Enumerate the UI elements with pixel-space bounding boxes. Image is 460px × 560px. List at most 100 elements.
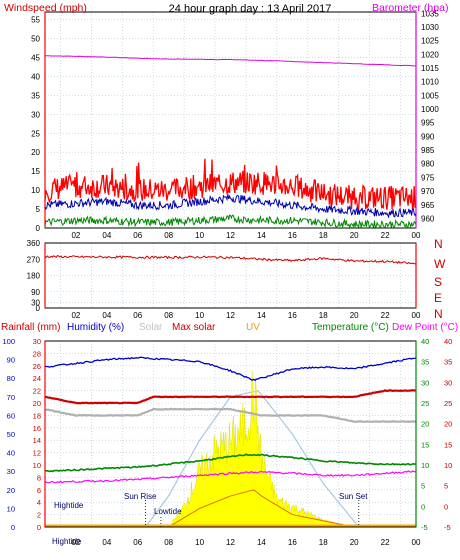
header-label: Humidity (%) — [67, 322, 124, 333]
y2-tick-label: 1010 — [421, 78, 439, 87]
x-tick-label: 02 — [71, 538, 80, 547]
x-tick-label: 06 — [133, 538, 142, 547]
rain-tick-label: 2 — [37, 511, 41, 520]
humidity-tick-label: 100 — [2, 337, 15, 346]
x-tick-label: 00 — [412, 538, 421, 547]
x-tick-label: 10 — [195, 311, 204, 320]
direction-line — [44, 255, 417, 265]
humidity-tick-label: 0 — [11, 523, 15, 532]
y2-tick-label: 1035 — [421, 9, 439, 18]
y-tick-label: 270 — [27, 255, 41, 264]
y2-tick-label: 960 — [421, 214, 435, 223]
x-tick-label: 18 — [319, 538, 328, 547]
dew-point-line — [44, 470, 417, 484]
uv-line — [168, 489, 355, 528]
rain-tick-label: 30 — [33, 337, 41, 346]
humidity-tick-label: 10 — [7, 504, 15, 513]
y2-tick-label: 1015 — [421, 64, 439, 73]
header-label: Rainfall (mm) — [1, 322, 60, 333]
y2-tick-label: 970 — [421, 187, 435, 196]
dew-tick-label: 5 — [444, 482, 448, 491]
y-tick-label: 50 — [31, 35, 40, 44]
header-label: Max solar — [172, 322, 216, 333]
y-tick-label: 35 — [31, 91, 40, 100]
series-line-2 — [44, 194, 417, 219]
dew-tick-label: 30 — [444, 378, 452, 387]
x-tick-label: 18 — [319, 231, 328, 240]
x-tick-label: 10 — [195, 231, 204, 240]
x-tick-label: 02 — [71, 231, 80, 240]
y-tick-label: 30 — [31, 299, 40, 308]
x-tick-label: 00 — [412, 311, 421, 320]
temp-tick-label: 20 — [421, 420, 429, 429]
x-tick-label: 20 — [350, 538, 359, 547]
rain-tick-label: 28 — [33, 349, 41, 358]
x-tick-label: 16 — [288, 231, 297, 240]
temp-tick-label: 25 — [421, 399, 429, 408]
y-tick-label: 0 — [36, 224, 41, 233]
direction-label: S — [434, 275, 442, 289]
dew-tick-label: 15 — [444, 440, 452, 449]
annotation-label: Lowtide — [154, 507, 182, 516]
x-tick-label: 22 — [381, 231, 390, 240]
humidity-line — [44, 356, 417, 382]
temperature-humidity-panel: 0246810121416182022242628300102030405060… — [1, 322, 458, 547]
y-tick-label: 5 — [36, 205, 41, 214]
x-tick-label: 12 — [226, 311, 235, 320]
dew-tick-label: 35 — [444, 358, 452, 367]
y-tick-label: 30 — [31, 110, 40, 119]
x-tick-label: 04 — [102, 538, 111, 547]
humidity-tick-label: 20 — [7, 486, 15, 495]
dew-tick-label: 25 — [444, 399, 452, 408]
direction-label: E — [434, 291, 442, 305]
dew-tick-label: 20 — [444, 420, 452, 429]
x-tick-label: 14 — [257, 538, 266, 547]
x-tick-label: 08 — [164, 231, 173, 240]
humidity-tick-label: 30 — [7, 467, 15, 476]
y-tick-label: 40 — [31, 72, 40, 81]
solar-fill-area — [168, 370, 355, 528]
rain-tick-label: 16 — [33, 424, 41, 433]
rain-tick-label: 8 — [37, 473, 41, 482]
y2-tick-label: 985 — [421, 146, 435, 155]
y2-tick-label: 1030 — [421, 23, 439, 32]
x-tick-label: 16 — [288, 311, 297, 320]
y2-tick-label: 1020 — [421, 50, 439, 59]
temp-tick-label: 0 — [421, 502, 425, 511]
x-tick-label: 22 — [381, 311, 390, 320]
y2-tick-label: 975 — [421, 173, 435, 182]
x-tick-label: 04 — [102, 311, 111, 320]
x-tick-label: 08 — [164, 311, 173, 320]
dew-tick-label: 0 — [444, 502, 448, 511]
temp-tick-label: 15 — [421, 440, 429, 449]
temp-tick-label: 30 — [421, 378, 429, 387]
x-tick-label: 10 — [195, 538, 204, 547]
header-label: Temperature (°C) — [312, 322, 389, 333]
x-tick-label: 08 — [164, 538, 173, 547]
dew-tick-label: -5 — [444, 523, 451, 532]
y-tick-label: 55 — [31, 16, 40, 25]
rain-tick-label: 20 — [33, 399, 41, 408]
humidity-tick-label: 80 — [7, 374, 15, 383]
y-tick-label: 90 — [31, 288, 40, 297]
x-tick-label: 20 — [350, 231, 359, 240]
rain-tick-label: 0 — [37, 523, 41, 532]
rain-tick-label: 26 — [33, 362, 41, 371]
annotation-label: Hightide — [52, 537, 82, 546]
y-axis-title: Windspeed (mph) — [4, 2, 87, 14]
direction-label: W — [434, 257, 446, 271]
temp-tick-label: -5 — [421, 523, 428, 532]
x-tick-label: 16 — [288, 538, 297, 547]
header-label: Solar — [139, 322, 163, 333]
humidity-tick-label: 40 — [7, 449, 15, 458]
solar-line — [44, 407, 417, 424]
y2-tick-label: 990 — [421, 132, 435, 141]
rain-tick-label: 10 — [33, 461, 41, 470]
humidity-tick-label: 60 — [7, 411, 15, 420]
y-tick-label: 10 — [31, 186, 40, 195]
temp-tick-label: 10 — [421, 461, 429, 470]
header-label: UV — [246, 322, 260, 333]
humidity-tick-label: 90 — [7, 356, 15, 365]
